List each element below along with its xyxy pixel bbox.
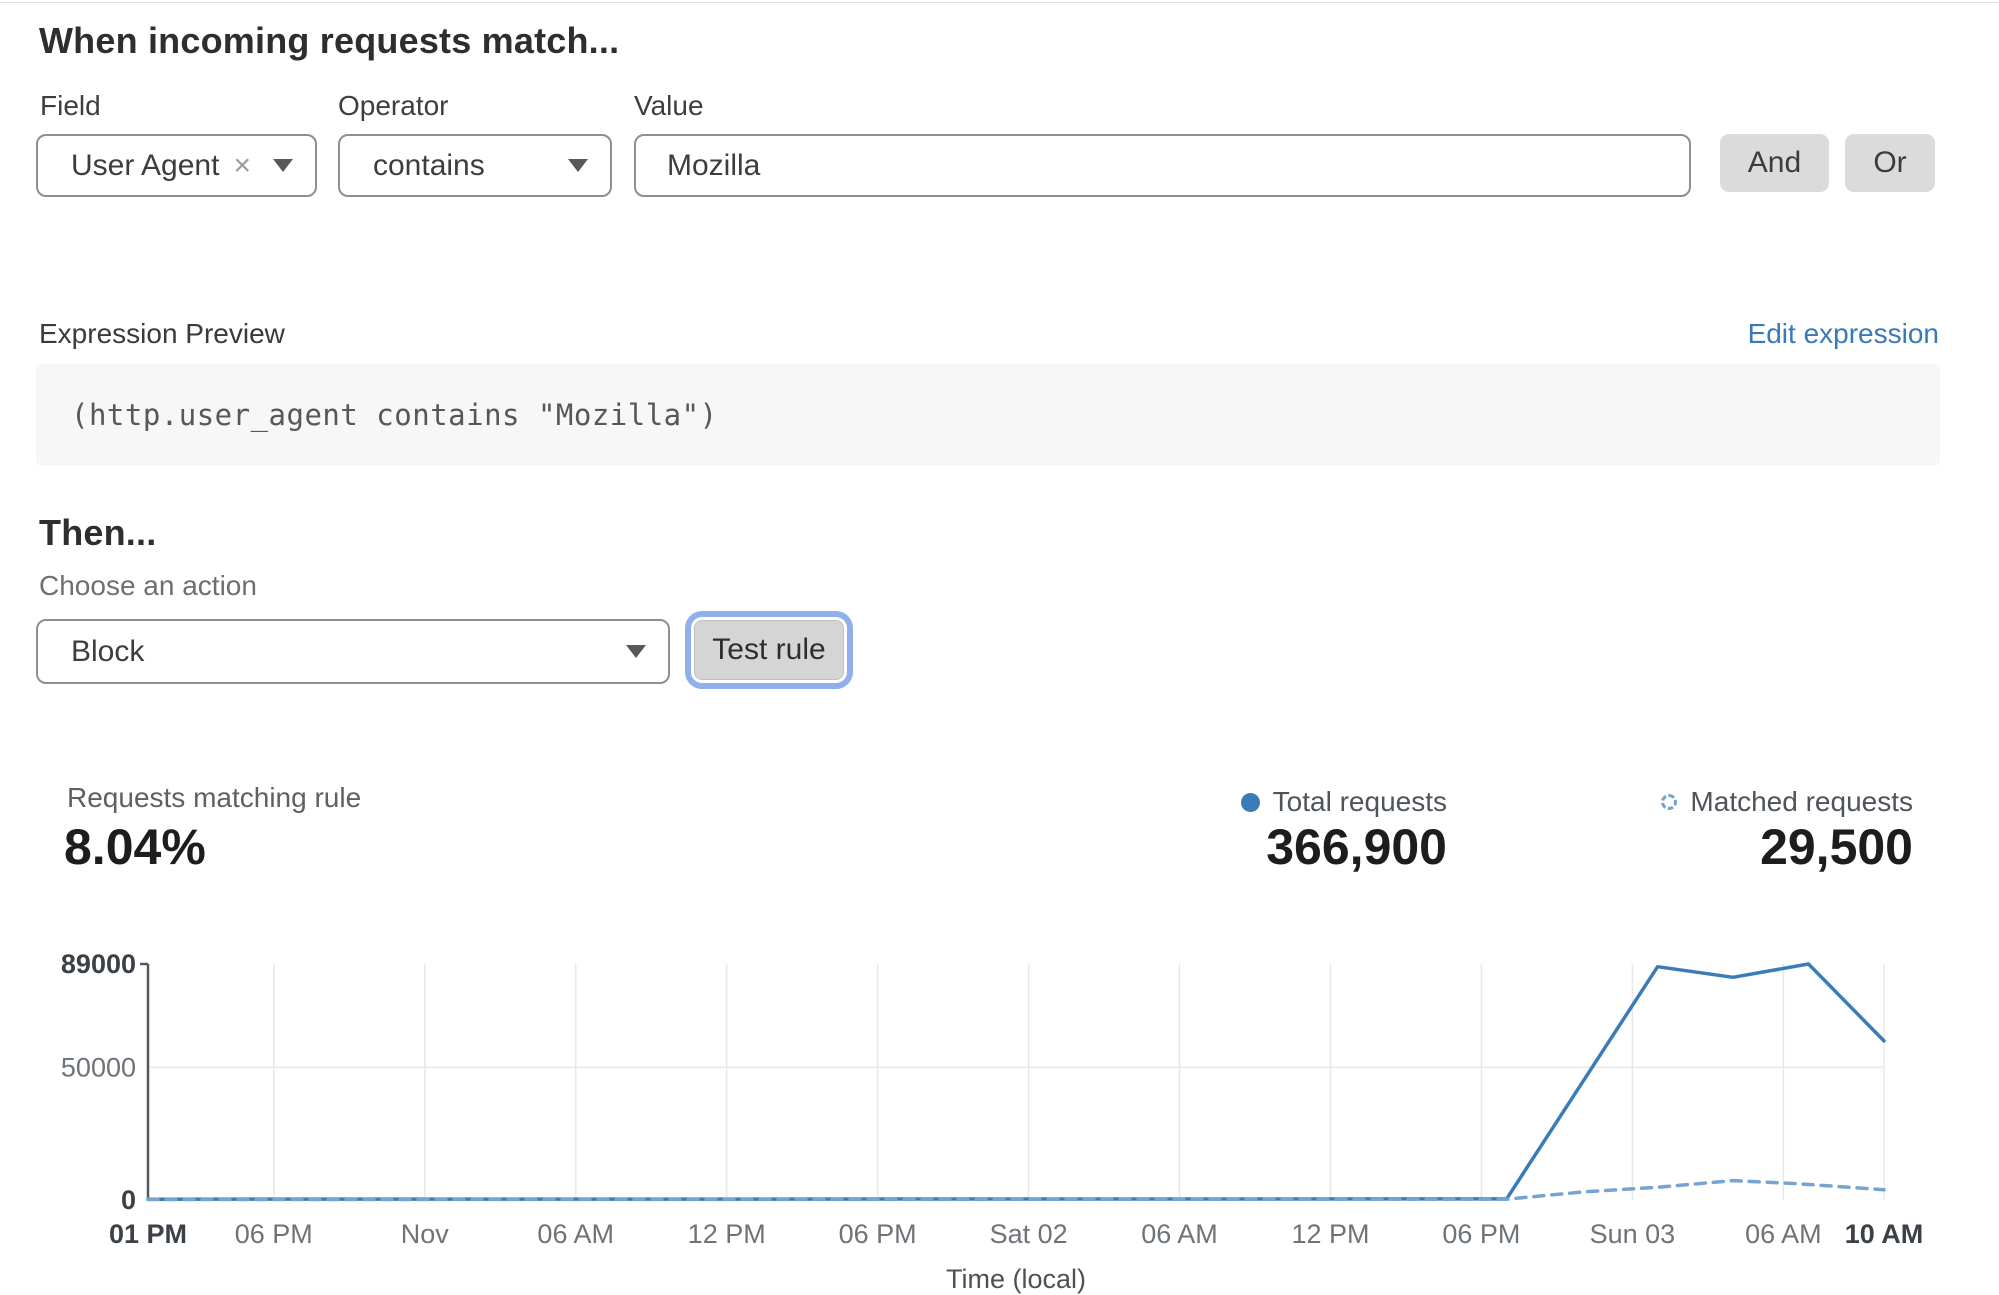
expression-code: (http.user_agent contains "Mozilla") (71, 398, 718, 432)
expression-preview-label: Expression Preview (39, 318, 285, 349)
svg-text:12 PM: 12 PM (688, 1219, 766, 1249)
svg-text:06 AM: 06 AM (1141, 1219, 1218, 1249)
clear-field-icon[interactable]: × (233, 148, 251, 182)
svg-text:06 PM: 06 PM (235, 1219, 313, 1249)
requests-time-series-chart: 89000 50000 0 01 PM 06 PM Nov 06 AM 12 PM 06 PM S… (61, 949, 1924, 1294)
operator-select-value: contains (373, 148, 485, 182)
then-section-heading: Then... (39, 512, 157, 553)
field-label: Field (40, 90, 101, 121)
svg-text:01 PM: 01 PM (109, 1219, 187, 1249)
svg-text:0: 0 (121, 1185, 136, 1215)
action-select[interactable]: Block (36, 619, 670, 684)
operator-select[interactable]: contains (338, 134, 612, 197)
total-requests-value: 366,900 (1266, 819, 1447, 875)
legend-matched-label: Matched requests (1690, 786, 1913, 817)
field-select-value: User Agent (71, 148, 220, 182)
requests-matching-value: 8.04% (64, 819, 206, 875)
test-rule-button[interactable]: Test rule (694, 620, 844, 680)
svg-text:06 AM: 06 AM (537, 1219, 614, 1249)
svg-text:12 PM: 12 PM (1291, 1219, 1369, 1249)
field-select[interactable]: User Agent × (36, 134, 317, 197)
value-label: Value (634, 90, 704, 121)
match-section-heading: When incoming requests match... (39, 20, 620, 61)
matched-requests-value: 29,500 (1760, 819, 1913, 875)
svg-text:Time (local): Time (local) (946, 1264, 1086, 1294)
or-button[interactable]: Or (1845, 134, 1935, 192)
svg-text:89000: 89000 (61, 949, 136, 979)
svg-text:06 PM: 06 PM (839, 1219, 917, 1249)
chevron-down-icon (273, 159, 293, 172)
svg-text:06 AM: 06 AM (1745, 1219, 1822, 1249)
solid-dot-icon (1240, 792, 1260, 812)
and-button[interactable]: And (1720, 134, 1829, 192)
legend-total-label: Total requests (1272, 786, 1447, 817)
legend-matched-requests: Matched requests (1661, 786, 1913, 818)
action-select-value: Block (71, 634, 145, 668)
value-input[interactable] (634, 134, 1691, 197)
svg-text:Sun 03: Sun 03 (1590, 1219, 1676, 1249)
svg-text:06 PM: 06 PM (1442, 1219, 1520, 1249)
operator-label: Operator (338, 90, 449, 121)
chevron-down-icon (568, 159, 588, 172)
dashed-circle-icon (1661, 794, 1678, 810)
legend-total-requests: Total requests (1240, 786, 1447, 818)
svg-text:50000: 50000 (61, 1052, 136, 1082)
chevron-down-icon (626, 645, 646, 658)
svg-text:Nov: Nov (401, 1219, 450, 1249)
top-divider (0, 2, 1999, 3)
svg-text:Sat 02: Sat 02 (990, 1219, 1068, 1249)
svg-text:10 AM: 10 AM (1845, 1219, 1924, 1249)
choose-action-label: Choose an action (39, 570, 257, 601)
requests-matching-label: Requests matching rule (67, 782, 362, 813)
expression-code-box: (http.user_agent contains "Mozilla") (36, 364, 1940, 466)
edit-expression-link[interactable]: Edit expression (1747, 318, 1939, 349)
